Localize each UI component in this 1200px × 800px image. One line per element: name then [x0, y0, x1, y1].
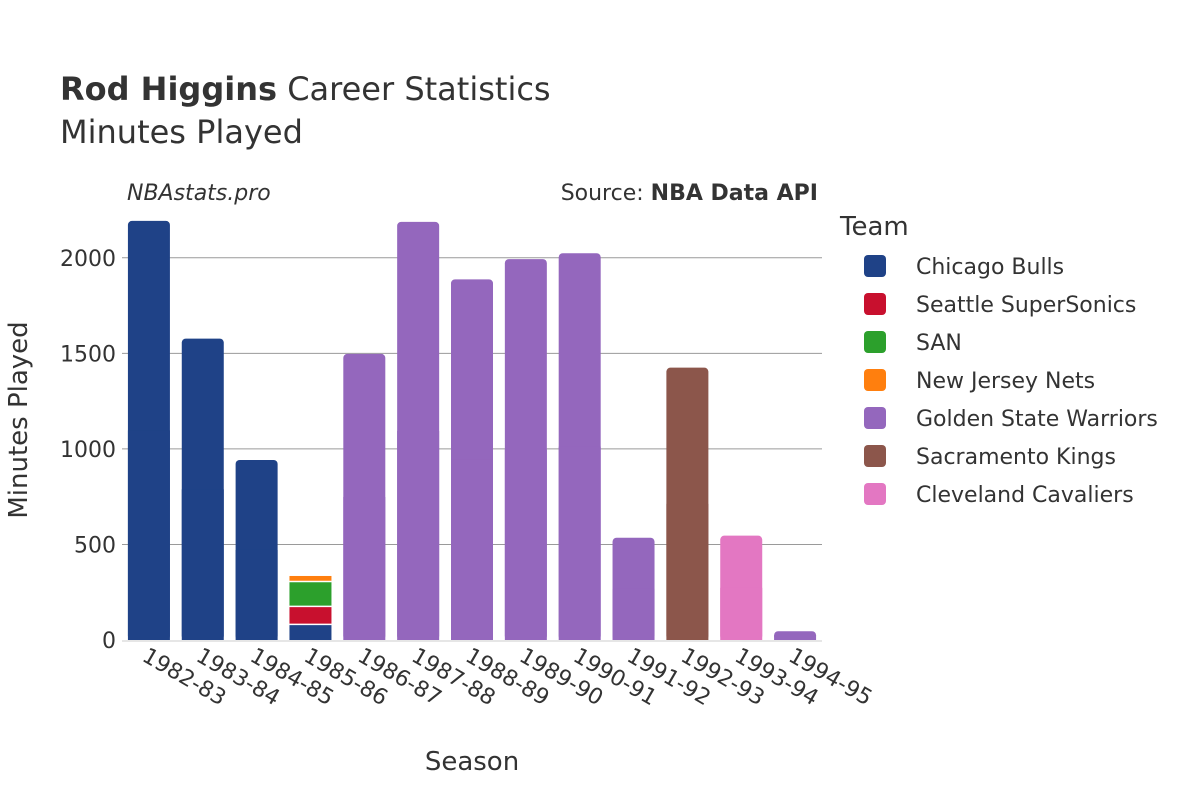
bar-1985-86	[289, 606, 332, 625]
y-tick-label: 2000	[60, 247, 116, 272]
legend-item[interactable]: New Jersey Nets	[864, 369, 1095, 394]
bar-segment	[397, 221, 440, 641]
bars	[127, 220, 817, 641]
legend-swatch	[864, 445, 886, 467]
watermark: NBAstats.pro	[127, 181, 271, 206]
bar-1986-87-base	[343, 496, 386, 640]
bar-1985-86	[289, 624, 332, 640]
bar-segment	[720, 535, 763, 640]
bar-segment	[666, 367, 709, 640]
legend-label: Seattle SuperSonics	[916, 293, 1136, 318]
legend-item[interactable]: Golden State Warriors	[864, 407, 1158, 432]
bar-1994-95-base	[774, 635, 817, 640]
legend-label: Sacramento Kings	[916, 445, 1116, 470]
source-name: NBA Data API	[651, 181, 818, 206]
bar-segment	[774, 631, 817, 640]
legend-items: Chicago Bulls Seattle SuperSonics SAN New J…	[864, 255, 1158, 508]
bar-1982-83-base	[127, 430, 170, 640]
bar-segment	[612, 537, 655, 640]
bar-1987-88-base	[397, 430, 440, 640]
legend-swatch	[864, 369, 886, 391]
bar-segment	[127, 220, 170, 641]
bar-1989-90-base	[504, 449, 547, 640]
y-tick-label: 0	[102, 629, 116, 654]
legend-label: New Jersey Nets	[916, 369, 1095, 394]
bar-segment	[504, 259, 547, 640]
bar-1992-93-base	[666, 503, 709, 640]
y-tick-label: 1500	[60, 342, 116, 367]
legend-title: Team	[839, 212, 909, 242]
bar-segment	[289, 581, 332, 608]
x-axis-title: Season	[425, 747, 519, 777]
legend-label: SAN	[916, 331, 962, 356]
bar-segment	[235, 459, 278, 640]
bar-1983-84-base	[181, 489, 224, 640]
legend-item[interactable]: Seattle SuperSonics	[864, 293, 1136, 318]
legend-item[interactable]: SAN	[864, 331, 962, 356]
bar-segment	[451, 279, 493, 640]
legend-item[interactable]: Cleveland Cavaliers	[864, 483, 1134, 508]
y-tick-label: 1000	[60, 438, 116, 463]
y-axis-title: Minutes Played	[4, 321, 34, 518]
legend-swatch	[864, 331, 886, 353]
legend-label: Chicago Bulls	[916, 255, 1064, 280]
bar-1993-94-base	[720, 587, 763, 640]
bar-1984-85-base	[235, 549, 278, 640]
bar-1990-91-base	[558, 446, 601, 640]
legend-label: Cleveland Cavaliers	[916, 483, 1134, 508]
bar-1985-86	[289, 581, 332, 607]
legend: Team Chicago Bulls Seattle SuperSonics SAN…	[839, 212, 1158, 508]
legend-swatch	[864, 407, 886, 429]
chart-title-rest: Career Statistics	[277, 70, 551, 108]
bar-segment	[558, 253, 601, 641]
bar-1988-89-base	[451, 459, 493, 640]
legend-item[interactable]: Chicago Bulls	[864, 255, 1064, 280]
bar-1985-86	[289, 575, 332, 582]
legend-item[interactable]: Sacramento Kings	[864, 445, 1116, 470]
source-credit: Source: NBA Data API	[561, 181, 818, 206]
bar-segment	[289, 624, 332, 640]
bar-segment	[289, 606, 332, 626]
legend-label: Golden State Warriors	[916, 407, 1158, 432]
legend-swatch	[864, 483, 886, 505]
chart-title: Rod Higgins Career Statistics	[60, 70, 551, 108]
bar-segment	[343, 353, 386, 640]
y-tick-labels: 0 500 1000 1500 2000	[60, 247, 116, 654]
bar-1991-92-base	[612, 588, 655, 640]
chart-subtitle: Minutes Played	[60, 113, 303, 151]
x-tick-labels: 1982-831983-841984-851985-861986-871987-…	[138, 644, 876, 712]
bar-segment	[289, 575, 332, 583]
chart-title-player: Rod Higgins	[60, 70, 277, 108]
bar-segment	[181, 338, 224, 640]
source-prefix: Source:	[561, 181, 651, 206]
y-tick-label: 500	[74, 533, 116, 558]
legend-swatch	[864, 293, 886, 315]
legend-swatch	[864, 255, 886, 277]
